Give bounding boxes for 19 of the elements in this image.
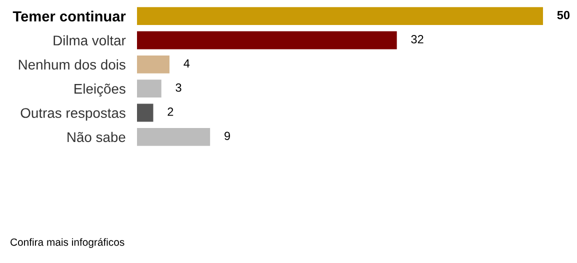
data-label: 2 bbox=[168, 108, 174, 116]
bar bbox=[137, 31, 397, 50]
bar bbox=[137, 128, 210, 146]
bar bbox=[137, 55, 170, 74]
data-label: 4 bbox=[184, 59, 190, 68]
bar bbox=[137, 104, 154, 122]
y-tick-label: Outras respostas bbox=[20, 108, 126, 121]
data-label: 32 bbox=[411, 35, 424, 44]
y-tick-label: Eleições bbox=[74, 84, 126, 97]
data-label: 9 bbox=[224, 132, 230, 140]
bar bbox=[137, 7, 543, 26]
y-tick-label: Temer continuar bbox=[12, 10, 126, 22]
y-tick-label: Nenhum dos dois bbox=[18, 59, 126, 70]
data-label: 3 bbox=[176, 83, 182, 92]
text: Confira mais infográficos bbox=[10, 238, 124, 248]
y-tick-label: Não sabe bbox=[68, 132, 126, 142]
data-label: 50 bbox=[557, 10, 570, 20]
y-tick-label: Dilma voltar bbox=[54, 35, 126, 46]
bar bbox=[137, 80, 162, 98]
